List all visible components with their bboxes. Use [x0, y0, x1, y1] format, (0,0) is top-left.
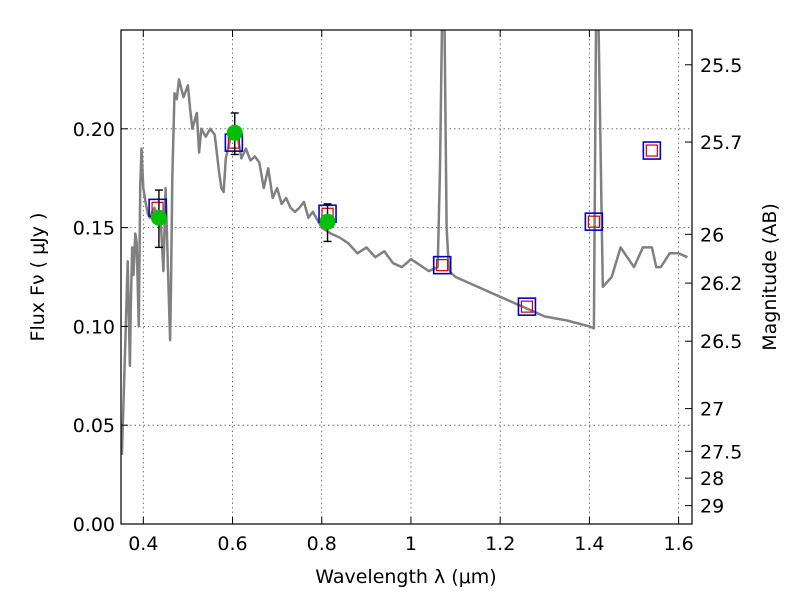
y2-tick-label: 29 — [700, 496, 724, 518]
x-tick-label: 0.4 — [128, 533, 158, 555]
model-photometry-box-inner — [520, 300, 534, 313]
y2-tick-label: 27.5 — [700, 441, 742, 463]
plot-frame — [120, 29, 693, 525]
y-tick-label: 0.00 — [73, 514, 115, 536]
model-spectrum-line — [121, 30, 689, 455]
model-photometry-box — [584, 212, 604, 231]
x-tick-label: 1.2 — [485, 533, 515, 555]
y-tick-label: 0.10 — [73, 316, 115, 338]
x-tick-label: 1 — [405, 533, 417, 555]
y2-tick-label: 28 — [700, 468, 724, 490]
model-photometry-box-inner — [436, 259, 449, 272]
y2-tick-label: 26.2 — [700, 273, 742, 295]
y2-tick-label: 25.7 — [700, 132, 742, 154]
observed-point — [226, 124, 243, 141]
model-photometry-box-inner — [587, 215, 600, 228]
y-tick-label: 0.15 — [73, 218, 115, 240]
observed-point — [319, 213, 336, 230]
y-axis-label: Flux Fν ( μJy ) — [27, 213, 49, 342]
plot-area — [121, 30, 689, 455]
model-photometry-box — [642, 141, 662, 160]
model-photometry-box-inner — [645, 144, 658, 157]
x-axis-label: Wavelength λ (μm) — [315, 566, 496, 588]
right-y-axis-label: Magnitude (AB) — [759, 203, 781, 351]
axes: 0.4 0.6 0.8 1 1.2 1.4 1.6 0.00 0.05 0.10 0.15 0.20 2… — [73, 29, 742, 555]
y2-tick-label: 27 — [700, 399, 724, 421]
x-tick-label: 1.4 — [574, 533, 604, 555]
observed-point — [150, 209, 167, 226]
model-photometry-box — [517, 297, 537, 316]
y-tick-label: 0.20 — [73, 119, 115, 141]
y2-tick-label: 26 — [700, 224, 724, 246]
x-tick-label: 0.8 — [307, 533, 337, 555]
x-tick-label: 0.6 — [217, 533, 247, 555]
y2-tick-label: 25.5 — [700, 55, 742, 77]
y2-tick-label: 26.5 — [700, 331, 742, 353]
model-photometry-box — [432, 255, 452, 275]
x-tick-label: 1.6 — [664, 533, 694, 555]
y-tick-label: 0.05 — [73, 415, 115, 437]
grid-lines — [121, 30, 692, 524]
